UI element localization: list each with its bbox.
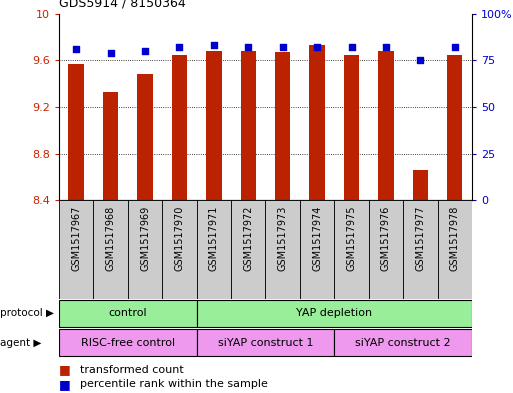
Bar	[206, 51, 222, 200]
Text: YAP depletion: YAP depletion	[296, 309, 372, 318]
Bar	[344, 55, 359, 200]
Text: siYAP construct 2: siYAP construct 2	[356, 338, 451, 348]
Bar	[275, 52, 290, 200]
Text: siYAP construct 1: siYAP construct 1	[218, 338, 313, 348]
Bar	[309, 45, 325, 200]
Bar	[59, 329, 196, 356]
Bar	[103, 92, 119, 200]
Text: control: control	[109, 309, 147, 318]
Bar	[334, 329, 472, 356]
Point	[244, 44, 252, 50]
Bar	[378, 51, 393, 200]
Text: GSM1517967: GSM1517967	[71, 205, 81, 271]
Text: RISC-free control: RISC-free control	[81, 338, 175, 348]
Bar	[334, 200, 369, 299]
Text: ■: ■	[59, 364, 71, 376]
Bar	[137, 74, 153, 200]
Bar	[231, 200, 266, 299]
Bar	[128, 200, 162, 299]
Bar	[447, 55, 463, 200]
Bar	[196, 329, 334, 356]
Text: ■: ■	[59, 378, 71, 391]
Point	[107, 50, 115, 56]
Bar	[241, 51, 256, 200]
Text: GSM1517975: GSM1517975	[346, 205, 357, 271]
Point	[382, 44, 390, 50]
Bar	[172, 55, 187, 200]
Text: GSM1517977: GSM1517977	[416, 205, 425, 271]
Point	[279, 44, 287, 50]
Text: GSM1517968: GSM1517968	[106, 205, 115, 271]
Bar	[196, 300, 472, 327]
Text: GSM1517972: GSM1517972	[243, 205, 253, 271]
Point	[347, 44, 356, 50]
Text: GDS5914 / 8150364: GDS5914 / 8150364	[59, 0, 186, 10]
Point	[72, 46, 81, 52]
Text: protocol ▶: protocol ▶	[0, 309, 54, 318]
Text: GSM1517976: GSM1517976	[381, 205, 391, 271]
Text: GSM1517978: GSM1517978	[450, 205, 460, 271]
Bar	[68, 64, 84, 200]
Point	[313, 44, 321, 50]
Text: GSM1517974: GSM1517974	[312, 205, 322, 271]
Text: agent ▶: agent ▶	[0, 338, 42, 348]
Text: transformed count: transformed count	[80, 365, 183, 375]
Text: GSM1517969: GSM1517969	[140, 205, 150, 271]
Point	[175, 44, 184, 50]
Bar	[93, 200, 128, 299]
Bar	[403, 200, 438, 299]
Text: GSM1517971: GSM1517971	[209, 205, 219, 271]
Text: GSM1517973: GSM1517973	[278, 205, 288, 271]
Point	[141, 48, 149, 54]
Bar	[162, 200, 196, 299]
Point	[450, 44, 459, 50]
Point	[416, 57, 424, 64]
Bar	[59, 200, 93, 299]
Bar	[300, 200, 334, 299]
Bar	[438, 200, 472, 299]
Bar	[265, 200, 300, 299]
Point	[210, 42, 218, 49]
Bar	[59, 300, 196, 327]
Bar	[412, 170, 428, 200]
Text: percentile rank within the sample: percentile rank within the sample	[80, 379, 267, 389]
Text: GSM1517970: GSM1517970	[174, 205, 185, 271]
Bar	[369, 200, 403, 299]
Bar	[196, 200, 231, 299]
